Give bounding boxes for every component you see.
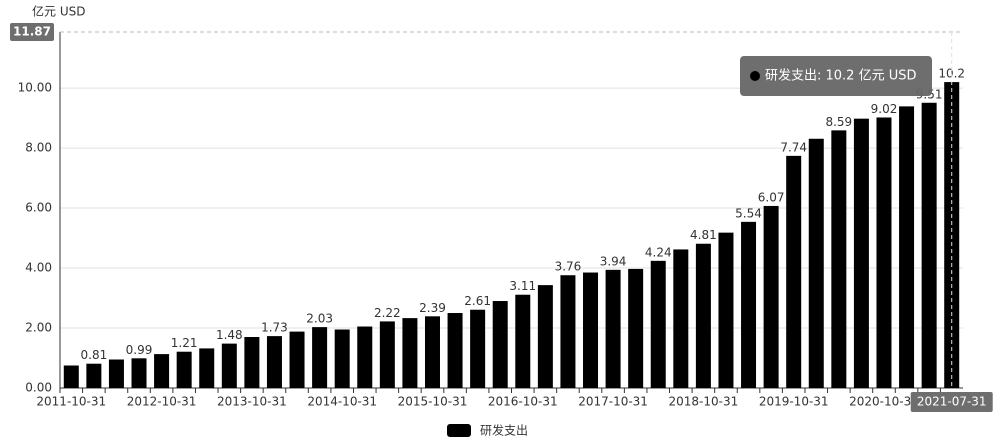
data-label: 5.54 — [735, 206, 762, 220]
bar — [266, 336, 282, 388]
bar — [831, 130, 847, 388]
data-label: 2.22 — [374, 306, 401, 320]
x-tick-label: 2019-10-31 — [759, 395, 829, 409]
data-label: 0.81 — [81, 348, 108, 362]
bar — [583, 272, 599, 388]
bar — [176, 351, 192, 388]
data-label: 1.21 — [171, 336, 198, 350]
bar — [108, 359, 124, 388]
bar — [537, 285, 553, 388]
bar — [357, 326, 373, 388]
bar — [853, 118, 869, 388]
bar — [515, 294, 531, 388]
data-label: 1.73 — [261, 321, 288, 335]
data-label: 1.48 — [216, 328, 243, 342]
data-label: 6.07 — [758, 190, 785, 204]
bar — [763, 205, 779, 388]
y-axis-name: 亿元 USD — [32, 4, 85, 19]
bar — [447, 313, 463, 388]
x-tick-label: 2018-10-31 — [669, 395, 739, 409]
y-tick-label: 4.00 — [25, 261, 52, 275]
tooltip: 研发支出: 10.2 亿元 USD — [740, 56, 932, 96]
pointer-x-badge — [910, 392, 993, 412]
x-tick-label: 2017-10-31 — [578, 395, 648, 409]
bar — [221, 343, 237, 388]
bar — [244, 337, 260, 388]
bar — [86, 363, 102, 388]
pointer-y-badge — [10, 23, 54, 41]
bar — [628, 268, 644, 388]
y-tick-label: 6.00 — [25, 201, 52, 215]
data-label: 7.74 — [780, 140, 807, 154]
tooltip-box — [740, 56, 932, 96]
tooltip-dot — [750, 71, 760, 81]
bar — [289, 331, 305, 388]
bar — [379, 321, 395, 388]
data-label: 0.99 — [126, 343, 153, 357]
bar — [424, 316, 440, 388]
data-label: 2.03 — [306, 312, 333, 326]
data-label: 10.2 — [938, 67, 965, 81]
bar — [63, 365, 79, 388]
y-tick-label: 2.00 — [25, 321, 52, 335]
x-tick-label: 2013-10-31 — [217, 395, 287, 409]
x-tick-label: 2016-10-31 — [488, 395, 558, 409]
bar — [673, 249, 689, 388]
x-tick-label: 2012-10-31 — [127, 395, 197, 409]
data-label: 3.76 — [555, 260, 582, 274]
data-label: 2.61 — [464, 294, 491, 308]
data-label: 3.94 — [600, 254, 627, 268]
legend-swatch — [447, 424, 471, 437]
x-tick-label: 2020-10-31 — [849, 395, 919, 409]
bar — [560, 275, 576, 388]
x-tick-label: 2014-10-31 — [307, 395, 377, 409]
bar — [154, 354, 170, 388]
data-label: 3.11 — [509, 279, 536, 293]
bar — [808, 138, 824, 388]
bar — [899, 106, 915, 389]
bar — [334, 329, 350, 388]
bar — [718, 232, 734, 388]
tooltip-text: 研发支出: 10.2 亿元 USD — [765, 68, 917, 84]
data-label: 4.81 — [690, 228, 717, 242]
bar — [492, 301, 508, 388]
x-tick-label: 2011-10-31 — [36, 395, 106, 409]
bar — [199, 348, 215, 388]
data-label: 2.39 — [419, 301, 446, 315]
y-tick-label: 0.00 — [25, 381, 52, 395]
data-label: 9.02 — [871, 102, 898, 116]
legend-label: 研发支出 — [480, 423, 528, 438]
x-tick-label: 2015-10-31 — [398, 395, 468, 409]
bar — [741, 221, 757, 388]
bar — [605, 269, 621, 388]
bar — [695, 243, 711, 388]
bar — [131, 358, 147, 388]
bar — [312, 327, 328, 388]
bar — [650, 260, 666, 388]
data-label: 4.24 — [645, 245, 672, 259]
pointer-x-label: 2021-07-31 — [917, 395, 987, 409]
data-label: 8.59 — [825, 115, 852, 129]
y-tick-label: 10.00 — [18, 81, 52, 95]
bar — [921, 102, 937, 388]
y-tick-label: 8.00 — [25, 141, 52, 155]
pointer-y-label: 11.87 — [13, 25, 51, 39]
bar — [470, 309, 486, 388]
bar — [402, 318, 418, 388]
bar — [876, 117, 892, 389]
bar — [786, 155, 802, 388]
